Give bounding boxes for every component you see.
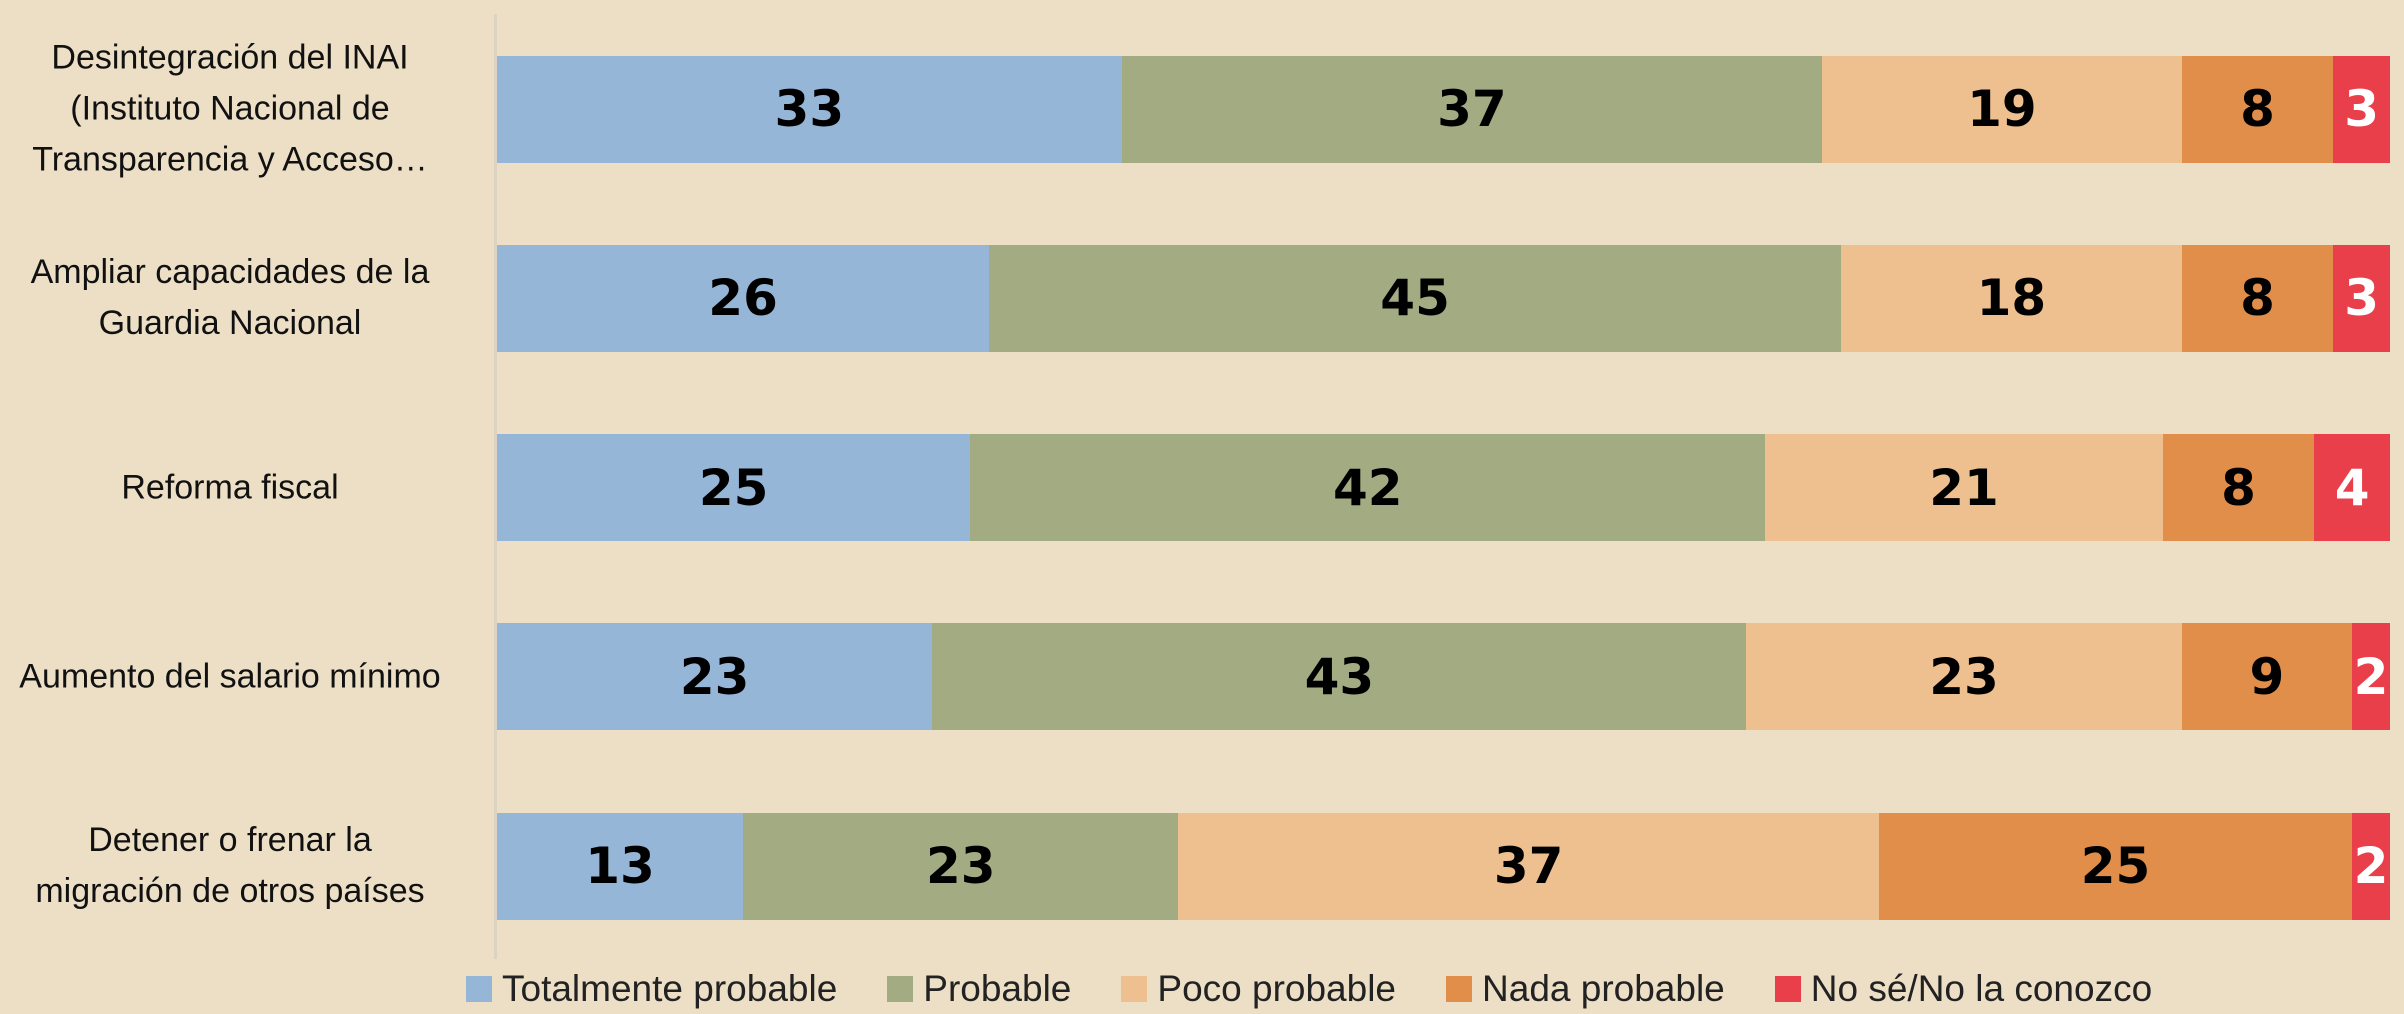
category-label: Aumento del salario mínimo [19, 657, 441, 696]
value-label: 2 [2353, 837, 2389, 895]
value-label: 25 [698, 458, 769, 517]
value-label: 8 [2221, 458, 2256, 517]
legend: Totalmente probable Probable Poco probable… [466, 968, 2152, 1010]
bar-segment: 18 [1841, 244, 2182, 352]
legend-label: No sé/No la conozco [1810, 968, 2153, 1009]
bar-segment: 23 [743, 812, 1179, 920]
bar-segment: 2 [2352, 812, 2390, 920]
bar-segment: 33 [497, 55, 1122, 163]
value-label: 42 [1332, 458, 1403, 517]
bar-segment: 4 [2314, 434, 2390, 541]
value-label: 45 [1380, 269, 1450, 328]
legend-swatch [1774, 976, 1801, 1002]
value-label: 23 [679, 647, 750, 706]
bar-segment: 26 [497, 244, 990, 352]
legend-item: Nada probable [1446, 968, 1725, 1010]
bar-segment: 25 [497, 434, 971, 541]
value-label: 43 [1304, 647, 1375, 706]
value-label: 13 [585, 837, 655, 895]
bar-segment: 19 [1822, 55, 2182, 163]
value-label: 2 [2353, 647, 2389, 706]
bar-segment: 3 [2333, 55, 2390, 163]
bar-segment: 2 [2352, 623, 2390, 731]
value-label: 4 [2334, 458, 2370, 517]
value-label: 37 [1437, 80, 1507, 138]
bar-segment: 9 [2181, 623, 2353, 731]
value-label: 8 [2240, 269, 2275, 328]
category-label: Desintegración del INAI (Instituto Nacio… [32, 38, 428, 179]
bar-segment: 42 [970, 434, 1766, 541]
y-axis-line [494, 14, 497, 959]
value-label: 9 [2249, 647, 2285, 706]
bar-segment: 8 [2162, 434, 2315, 541]
bar-segment: 45 [989, 244, 1842, 352]
category-label: Detener o frenar la migración de otros p… [35, 821, 425, 910]
legend-item: Poco probable [1121, 968, 1396, 1010]
bar-segment: 21 [1765, 434, 2163, 541]
value-label: 33 [774, 80, 845, 138]
legend-swatch [466, 976, 492, 1002]
value-label: 25 [2080, 837, 2151, 895]
legend-item: Probable [887, 968, 1071, 1010]
bar-segment: 13 [497, 812, 744, 920]
bar-segment: 25 [1878, 812, 2353, 920]
legend-item: No sé/No la conozco [1774, 968, 2153, 1010]
legend-label: Totalmente probable [502, 968, 838, 1009]
legend-item: Totalmente probable [466, 968, 837, 1010]
value-label: 3 [2344, 80, 2379, 138]
category-label: Ampliar capacidades de la Guardia Nacion… [30, 253, 430, 343]
value-label: 21 [1929, 458, 1999, 517]
value-label: 23 [1929, 647, 1999, 706]
legend-swatch [887, 976, 914, 1002]
value-label: 8 [2240, 80, 2275, 138]
bar-segment: 37 [1121, 55, 1823, 163]
bar-segment: 23 [497, 623, 933, 731]
bar-segment: 23 [1746, 623, 2182, 731]
value-label: 37 [1493, 837, 1564, 895]
legend-label: Poco probable [1157, 968, 1397, 1009]
legend-label: Nada probable [1482, 968, 1725, 1009]
value-label: 26 [708, 269, 778, 328]
value-label: 3 [2344, 269, 2379, 328]
value-label: 19 [1967, 80, 2037, 138]
bar-segment: 8 [2181, 244, 2334, 352]
bar-segment: 43 [932, 623, 1747, 731]
value-label: 23 [925, 837, 996, 895]
bar-segment: 8 [2181, 55, 2334, 163]
legend-label: Probable [923, 968, 1072, 1009]
bar-segment: 3 [2333, 244, 2390, 352]
legend-swatch [1121, 976, 1148, 1002]
value-label: 18 [1976, 269, 2047, 328]
legend-swatch [1446, 976, 1473, 1002]
bar-segment: 37 [1178, 812, 1879, 920]
category-label: Reforma fiscal [121, 468, 339, 506]
